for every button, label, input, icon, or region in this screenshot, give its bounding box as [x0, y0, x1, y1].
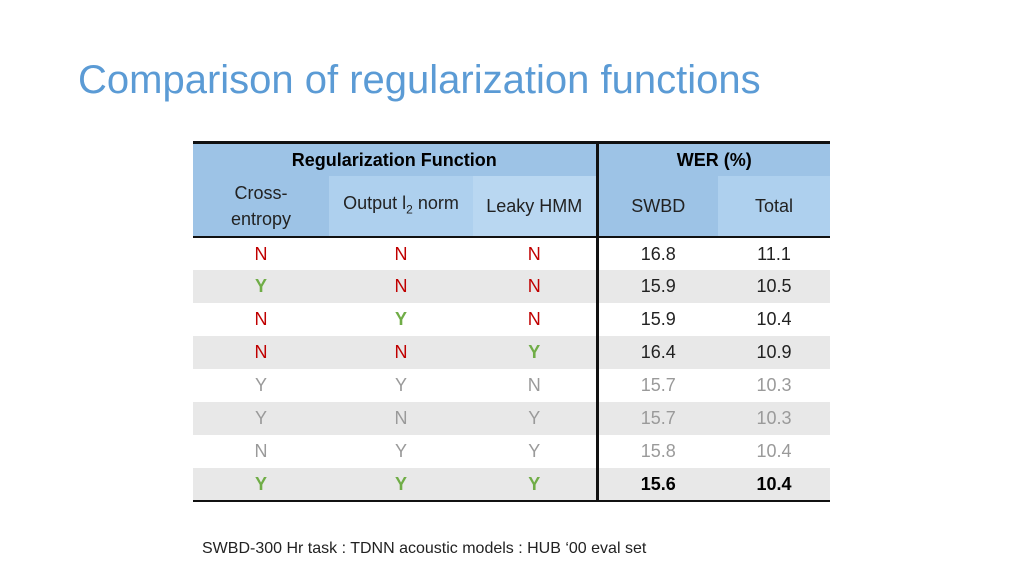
output-l2-norm-cell: N [394, 243, 408, 264]
table-row: N Y Y 15.8 10.4 [193, 435, 830, 468]
output-l2-norm-header: Output l2 norm [329, 176, 473, 238]
cross-entropy-cell: Y [193, 402, 329, 435]
total-wer-cell: 10.3 [756, 375, 792, 395]
cross-entropy-cell: Y [193, 270, 329, 303]
leaky-hmm-cell: Y [473, 468, 599, 502]
leaky-hmm-cell: Y [473, 402, 599, 435]
regularization-table: Regularization Function WER (%) Cross-en… [193, 141, 831, 502]
total-header: Total [718, 176, 831, 238]
swbd-wer-cell: 15.9 [640, 309, 676, 329]
leaky-hmm-cell: Y [473, 435, 599, 468]
table-row: N N N 16.8 11.1 [193, 237, 830, 270]
cross-entropy-cell: Y [193, 468, 329, 502]
swbd-wer-cell: 15.9 [597, 270, 719, 303]
table-row: Y N Y 15.7 10.3 [193, 402, 831, 435]
output-l2-norm-cell: Y [394, 375, 407, 395]
cross-entropy-cell: N [254, 309, 268, 329]
swbd-wer-cell: 15.6 [597, 468, 719, 502]
leaky-hmm-header: Leaky HMM [473, 176, 599, 238]
cross-entropy-cell: N [254, 243, 268, 264]
table-row: Y Y Y 15.6 10.4 [193, 468, 831, 502]
table-row: N Y N 15.9 10.4 [193, 303, 830, 336]
output-l2-norm-cell: N [329, 270, 473, 303]
output-l2-norm-cell: N [329, 402, 473, 435]
slide-title: Comparison of regularization functions [78, 58, 761, 102]
regularization-group-header: Regularization Function [193, 141, 599, 176]
table-row: Y N N 15.9 10.5 [193, 270, 831, 303]
swbd-wer-cell: 15.7 [640, 375, 676, 395]
footnote: SWBD-300 Hr task : TDNN acoustic models … [202, 540, 647, 557]
swbd-header: SWBD [597, 176, 719, 238]
total-wer-cell: 11.1 [757, 243, 791, 264]
leaky-hmm-cell: N [473, 237, 599, 270]
leaky-hmm-cell: N [473, 270, 599, 303]
total-wer-cell: 10.4 [718, 468, 831, 502]
total-wer-cell: 10.3 [718, 402, 831, 435]
table-row: N N Y 16.4 10.9 [193, 336, 831, 369]
output-l2-norm-cell: Y [329, 468, 473, 502]
total-wer-cell: 10.4 [756, 309, 792, 329]
total-wer-cell: 10.9 [718, 336, 831, 369]
cross-entropy-cell: N [254, 441, 268, 461]
swbd-wer-cell: 16.4 [597, 336, 719, 369]
output-l2-norm-cell: N [329, 336, 473, 369]
swbd-wer-cell: 16.8 [640, 243, 676, 264]
cross-entropy-cell: N [193, 336, 329, 369]
cross-entropy-cell: Y [254, 375, 267, 395]
total-wer-cell: 10.5 [718, 270, 831, 303]
cross-entropy-header: Cross-entropy [193, 176, 329, 238]
total-wer-cell: 10.4 [756, 441, 792, 461]
swbd-wer-cell: 15.7 [597, 402, 719, 435]
table-row: Y Y N 15.7 10.3 [193, 369, 830, 402]
wer-group-header: WER (%) [597, 141, 831, 176]
swbd-wer-cell: 15.8 [640, 441, 676, 461]
leaky-hmm-cell: N [473, 303, 599, 336]
leaky-hmm-cell: N [473, 369, 599, 402]
leaky-hmm-cell: Y [473, 336, 599, 369]
output-l2-norm-cell: Y [394, 309, 407, 329]
output-l2-norm-cell: Y [394, 441, 407, 461]
